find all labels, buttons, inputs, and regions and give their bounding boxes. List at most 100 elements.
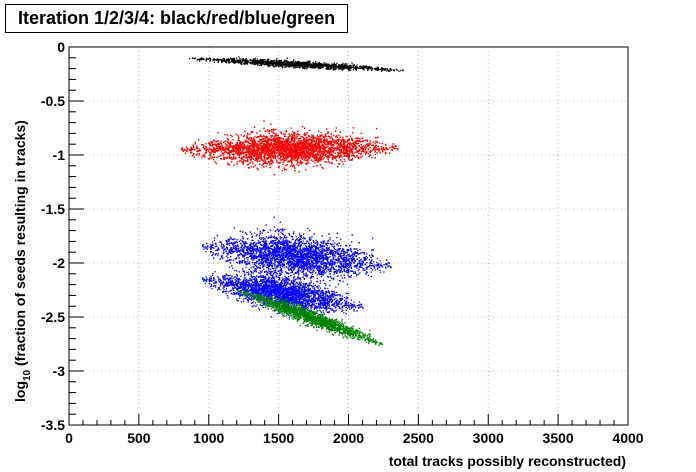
data-point [358, 67, 360, 69]
data-point [338, 154, 340, 156]
data-point [235, 57, 238, 59]
data-point [225, 60, 227, 63]
data-point [363, 146, 366, 148]
data-point [305, 65, 307, 67]
data-point [244, 160, 246, 162]
data-point [253, 58, 255, 60]
data-point [272, 149, 274, 151]
data-point [208, 158, 210, 160]
data-point [368, 67, 370, 69]
data-point [305, 63, 307, 65]
data-point [317, 64, 319, 66]
data-point [301, 151, 303, 153]
data-point [328, 68, 330, 70]
data-point [281, 64, 283, 66]
data-point [302, 65, 304, 67]
data-point [239, 61, 242, 63]
data-point [252, 162, 254, 165]
data-point [249, 61, 252, 64]
data-point [252, 144, 254, 146]
data-point [309, 66, 312, 68]
data-point [367, 153, 369, 155]
data-point [256, 60, 258, 62]
data-point [271, 61, 273, 63]
data-point [259, 62, 261, 65]
data-point [298, 61, 300, 63]
data-point [346, 141, 348, 143]
data-point [323, 135, 326, 138]
data-point [296, 66, 298, 68]
data-point [223, 148, 225, 151]
data-point [320, 65, 322, 67]
data-point [230, 134, 232, 137]
data-point [247, 140, 249, 143]
data-point [268, 61, 270, 63]
data-point [295, 65, 297, 67]
data-point [339, 67, 341, 69]
data-point [228, 61, 230, 63]
data-point [349, 145, 351, 147]
data-point [285, 64, 287, 66]
data-point [292, 60, 294, 62]
data-point [245, 61, 248, 63]
data-point [254, 155, 256, 157]
data-point [336, 66, 338, 68]
data-point [349, 64, 351, 66]
data-point [221, 60, 223, 62]
data-point [325, 144, 327, 146]
data-point [229, 151, 231, 153]
data-point [339, 66, 341, 68]
data-point [310, 65, 312, 67]
data-point [285, 165, 287, 167]
data-point [350, 66, 352, 68]
data-point [297, 62, 299, 65]
data-point [199, 60, 201, 62]
data-point [333, 64, 335, 66]
data-point [336, 140, 338, 142]
data-point [347, 68, 349, 70]
data-point [307, 61, 309, 64]
data-point [242, 58, 244, 60]
data-point [359, 67, 361, 70]
data-point [260, 64, 263, 67]
data-point [348, 68, 350, 71]
data-point [382, 150, 384, 152]
data-point [344, 63, 346, 65]
data-point [323, 152, 325, 155]
data-point [353, 64, 356, 66]
data-point [239, 152, 241, 154]
data-point [232, 148, 234, 150]
data-point [314, 162, 316, 164]
data-point [274, 155, 277, 157]
data-point [261, 147, 263, 149]
data-point [280, 59, 282, 61]
data-point [346, 63, 348, 65]
data-point [303, 63, 305, 65]
data-point [318, 63, 320, 65]
data-point [192, 57, 194, 59]
data-point [295, 64, 297, 66]
data-point [400, 69, 402, 72]
data-point [317, 62, 320, 64]
data-point [365, 65, 367, 67]
data-point [315, 63, 317, 66]
data-point [301, 136, 303, 138]
data-point [254, 63, 256, 66]
data-point [262, 59, 264, 61]
data-point [318, 130, 320, 132]
data-point [328, 65, 330, 67]
data-point [271, 60, 273, 62]
data-point [205, 57, 208, 59]
data-point [308, 154, 310, 156]
data-point [271, 140, 273, 142]
data-point [313, 64, 315, 67]
data-point [332, 69, 335, 71]
data-point [358, 150, 360, 152]
data-point [338, 152, 340, 154]
data-point [286, 65, 288, 67]
data-point [280, 63, 282, 65]
data-point [232, 139, 234, 141]
data-point [308, 138, 310, 140]
data-point [309, 62, 311, 64]
data-point [275, 59, 278, 61]
